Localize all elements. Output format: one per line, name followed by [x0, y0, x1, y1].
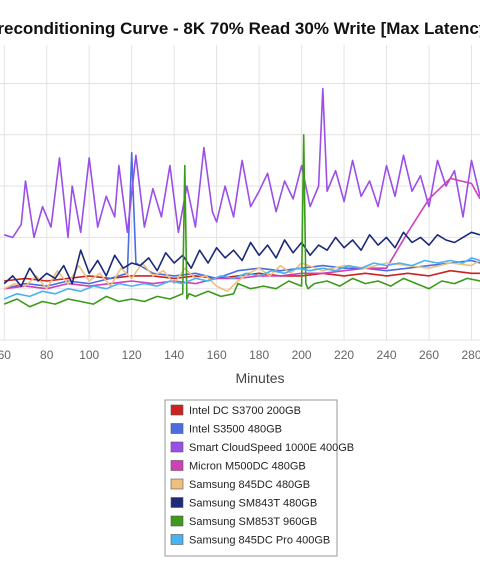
legend-box: [164, 399, 338, 557]
x-tick-label: 260: [419, 348, 439, 362]
x-tick-label: 100: [79, 348, 99, 362]
x-tick-label: 120: [122, 348, 142, 362]
x-tick-label: 280: [461, 348, 480, 362]
legend-label: Smart CloudSpeed 1000E 400GB: [189, 442, 354, 454]
legend-swatch: [170, 460, 184, 471]
series-lines: [3, 87, 480, 308]
series-line-7: [3, 257, 480, 300]
legend-swatch: [170, 423, 184, 434]
x-tick-label: 240: [377, 348, 397, 362]
legend-label: Samsung 845DC Pro 400GB: [189, 535, 330, 547]
legend-swatch: [170, 534, 184, 545]
x-tick-label: 200: [292, 348, 312, 362]
series-line-3: [4, 177, 480, 290]
legend-swatch: [170, 404, 184, 416]
series-line-6: [3, 134, 480, 308]
legend-label: Micron M500DC 480GB: [189, 461, 306, 473]
legend-swatch: [170, 515, 184, 527]
legend-swatch: [170, 497, 184, 508]
legend-label: Intel DC S3700 200GB: [189, 405, 301, 417]
legend-swatch: [170, 478, 184, 490]
legend-label: Intel S3500 480GB: [189, 424, 282, 436]
chart-title: Preconditioning Curve - 8K 70% Read 30% …: [0, 19, 480, 38]
x-tick-label: 60: [0, 348, 11, 362]
legend-label: Samsung SM853T 960GB: [189, 516, 317, 528]
x-tick-label: 220: [334, 348, 354, 362]
legend: Intel DC S3700 200GB Intel S3500 480GB Sma…: [164, 399, 354, 557]
legend-label: Samsung SM843T 480GB: [189, 498, 317, 510]
series-line-5: [3, 231, 480, 287]
x-tick-label: 180: [249, 348, 269, 362]
x-tick-label: 80: [40, 348, 54, 362]
x-tick-label: 160: [207, 348, 227, 362]
x-tick-label: 140: [164, 348, 184, 362]
series-line-2: [3, 87, 480, 239]
x-axis-ticks: 60 80 100 120 140 160 180 200 220 240 260 280: [0, 348, 480, 362]
x-axis-title: Minutes: [235, 370, 284, 386]
series-line-1: [4, 151, 480, 290]
legend-label: Samsung 845DC 480GB: [189, 479, 310, 491]
grid: [0, 45, 480, 341]
legend-swatch: [170, 441, 184, 453]
